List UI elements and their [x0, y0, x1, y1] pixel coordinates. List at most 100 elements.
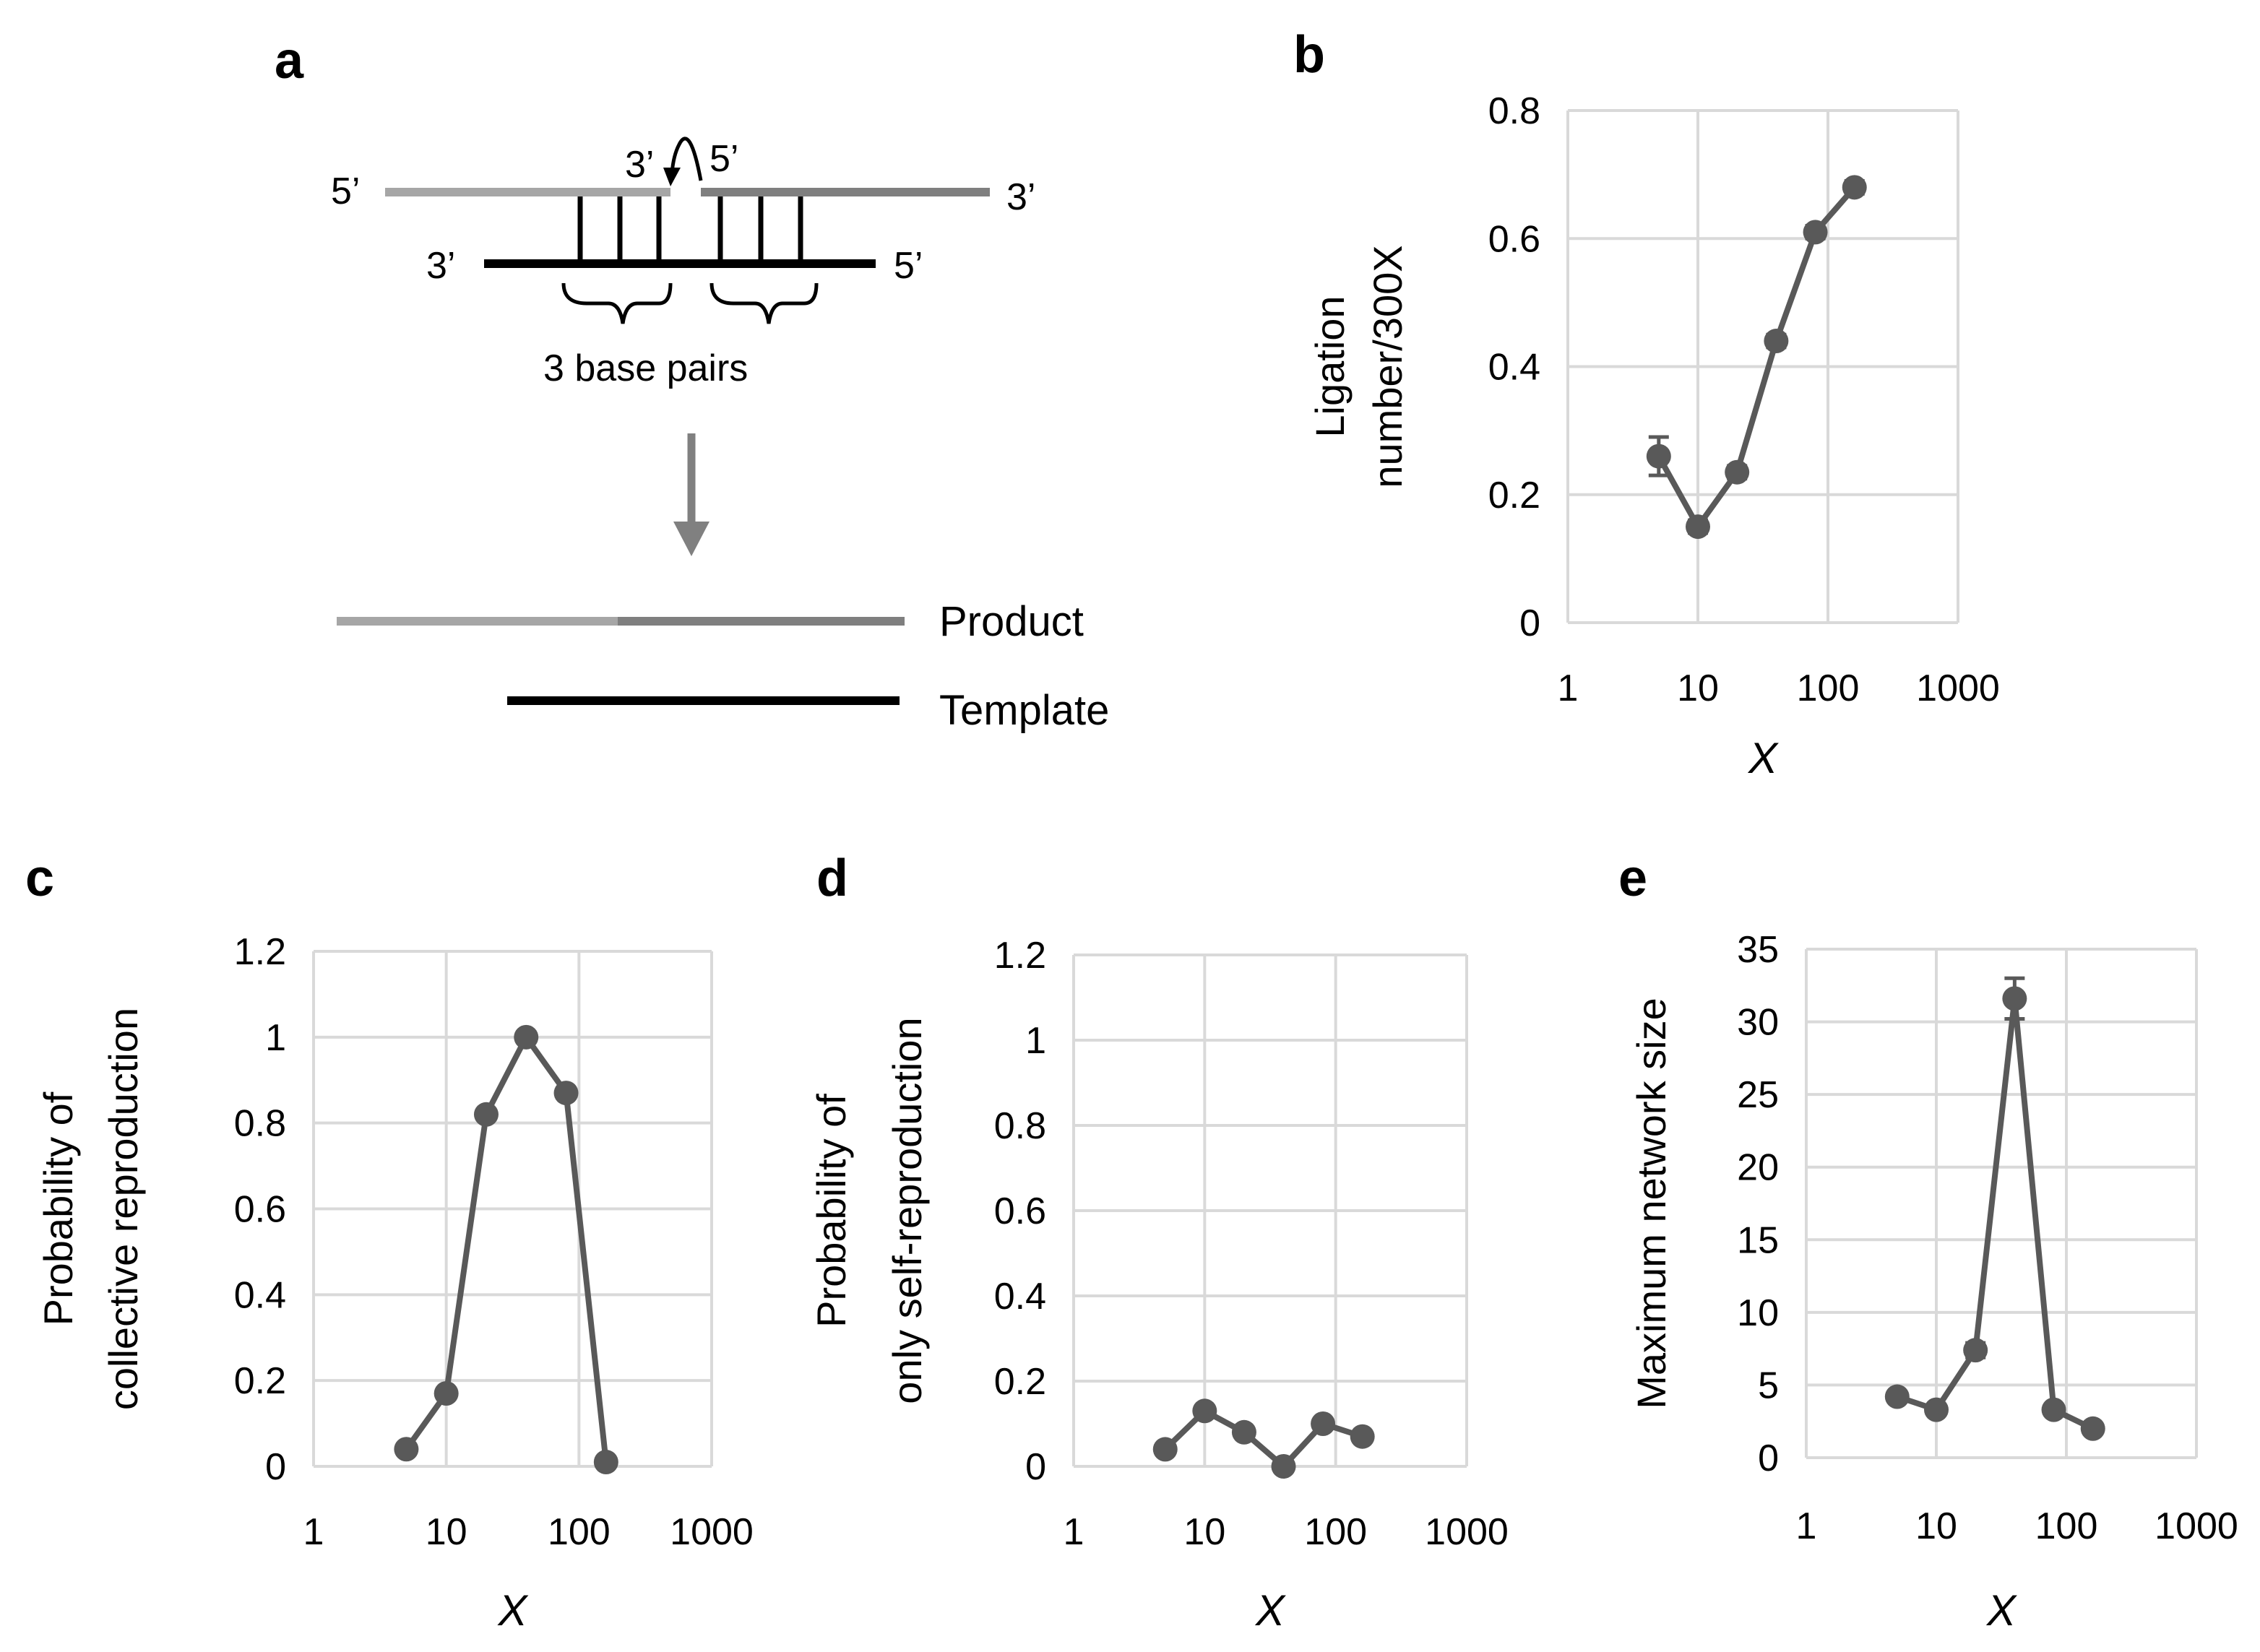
x-tick-label: 100	[1304, 1511, 1367, 1553]
y-tick-label: 5	[1758, 1365, 1779, 1406]
data-point	[2002, 986, 2027, 1011]
brace-left-icon	[561, 282, 673, 324]
y-axis-title: only self-reproduction	[884, 1017, 930, 1404]
x-tick-label: 100	[2035, 1505, 2098, 1547]
panel-a-letter: a	[275, 32, 304, 90]
x-axis-title: X	[1747, 734, 1779, 782]
data-point	[1764, 329, 1789, 354]
ligation-arrowhead-icon	[663, 168, 681, 186]
y-tick-label: 0.6	[234, 1189, 286, 1231]
data-point	[514, 1024, 539, 1050]
y-tick-label: 0.8	[1488, 90, 1540, 132]
y-tick-label: 0	[1519, 602, 1540, 644]
y-tick-label: 35	[1737, 929, 1779, 971]
data-point	[1842, 175, 1867, 200]
y-axis-title: Ligation	[1307, 295, 1353, 437]
data-point	[2041, 1397, 2066, 1422]
data-point	[1350, 1424, 1375, 1449]
y-tick-label: 0.4	[1488, 347, 1540, 389]
label-top-left-5prime: 5’	[331, 170, 360, 212]
base-pairs-label: 3 base pairs	[543, 347, 748, 389]
y-tick-label: 0	[1025, 1446, 1046, 1488]
y-tick-label: 0.8	[234, 1103, 286, 1145]
y-tick-label: 30	[1737, 1002, 1779, 1044]
label-top-right-5prime: 5’	[710, 138, 738, 180]
y-tick-label: 10	[1737, 1292, 1779, 1334]
y-tick-label: 15	[1737, 1219, 1779, 1261]
panel-c-letter: c	[25, 849, 54, 907]
y-tick-label: 1.2	[234, 931, 286, 973]
x-tick-label: 1	[1796, 1505, 1817, 1547]
y-tick-label: 1	[1025, 1020, 1046, 1062]
data-point	[1803, 220, 1828, 245]
down-arrow-icon	[673, 522, 710, 556]
panel-b-letter: b	[1293, 26, 1325, 84]
y-tick-label: 20	[1737, 1147, 1779, 1189]
data-point	[553, 1081, 579, 1106]
series-line	[1896, 995, 2095, 1432]
panel-e-letter: e	[1618, 849, 1647, 907]
y-axis-title: Probability of	[35, 1091, 81, 1326]
x-tick-label: 1000	[1916, 667, 2000, 709]
y-tick-label: 1.2	[994, 935, 1046, 977]
y-tick-label: 0.2	[994, 1361, 1046, 1403]
data-point	[1686, 514, 1710, 540]
data-point	[1924, 1397, 1949, 1422]
data-point	[434, 1380, 459, 1406]
x-tick-label: 1000	[1425, 1511, 1509, 1553]
y-tick-label: 0.6	[994, 1190, 1046, 1232]
data-point	[1725, 459, 1750, 485]
y-tick-label: 0.6	[1488, 218, 1540, 260]
data-point	[1192, 1398, 1217, 1424]
data-point	[1646, 444, 1671, 469]
ligation-arrow-icon	[670, 137, 703, 181]
data-point	[1271, 1454, 1296, 1479]
panel-a-diagram: a 5’ 3’ 5’ 3’ 3’ 5’ 3 base pairs	[275, 32, 1109, 734]
x-tick-label: 1000	[2155, 1505, 2238, 1547]
y-tick-label: 0.4	[994, 1276, 1046, 1318]
label-template-5prime: 5’	[894, 245, 923, 287]
x-axis-title: X	[496, 1586, 528, 1635]
template-label: Template	[939, 687, 1109, 734]
label-top-right-3prime: 3’	[1006, 176, 1035, 218]
y-tick-label: 1	[265, 1017, 286, 1059]
data-point	[2080, 1416, 2105, 1441]
x-tick-label: 10	[426, 1511, 467, 1553]
panel-d-chart: d 1 10 100 1000 0 0.2 0.4 0.6 0.8 1 1.2 Probability …	[808, 849, 1509, 1635]
y-tick-label: 0.2	[234, 1360, 286, 1402]
x-axis-title: X	[1985, 1586, 2017, 1635]
x-tick-label: 100	[1797, 667, 1860, 709]
x-tick-label: 10	[1677, 667, 1719, 709]
y-tick-label: 0.2	[1488, 475, 1540, 516]
panel-b-chart: b 1 10 100 1000 0 0.2 0.4 0.6 0.8 Ligation number/3…	[1293, 26, 2000, 782]
data-point	[473, 1102, 499, 1127]
data-point	[1231, 1419, 1256, 1445]
panel-d-letter: d	[816, 849, 848, 907]
data-point	[1963, 1338, 1988, 1363]
y-axis-title: Probability of	[808, 1094, 854, 1328]
brace-right-icon	[710, 282, 819, 324]
label-top-left-3prime: 3’	[625, 144, 654, 186]
y-tick-label: 0.4	[234, 1274, 286, 1316]
data-point	[593, 1450, 618, 1475]
data-point	[394, 1437, 419, 1462]
x-tick-label: 10	[1183, 1511, 1225, 1553]
y-axis-title: number/300X	[1365, 245, 1410, 488]
product-label: Product	[939, 598, 1084, 645]
x-axis-title: X	[1254, 1586, 1286, 1635]
y-tick-label: 0	[265, 1446, 286, 1488]
data-point	[1884, 1384, 1910, 1409]
base-pair-rungs-right	[717, 196, 803, 260]
x-tick-label: 1	[1064, 1511, 1084, 1553]
y-tick-label: 0	[1758, 1437, 1779, 1479]
y-axis-title: Maximum network size	[1629, 998, 1674, 1409]
x-tick-label: 100	[548, 1511, 611, 1553]
panel-e-chart: e 1 10 100 1000 0 5 10 15 20 25 30 35 Maximum network…	[1618, 849, 2238, 1635]
base-pair-rungs-left	[577, 196, 662, 260]
y-tick-label: 25	[1737, 1074, 1779, 1116]
x-tick-label: 1	[303, 1511, 324, 1553]
y-tick-label: 0.8	[994, 1105, 1046, 1147]
y-axis-title: collective reproduction	[100, 1008, 146, 1410]
data-point	[1311, 1411, 1336, 1436]
